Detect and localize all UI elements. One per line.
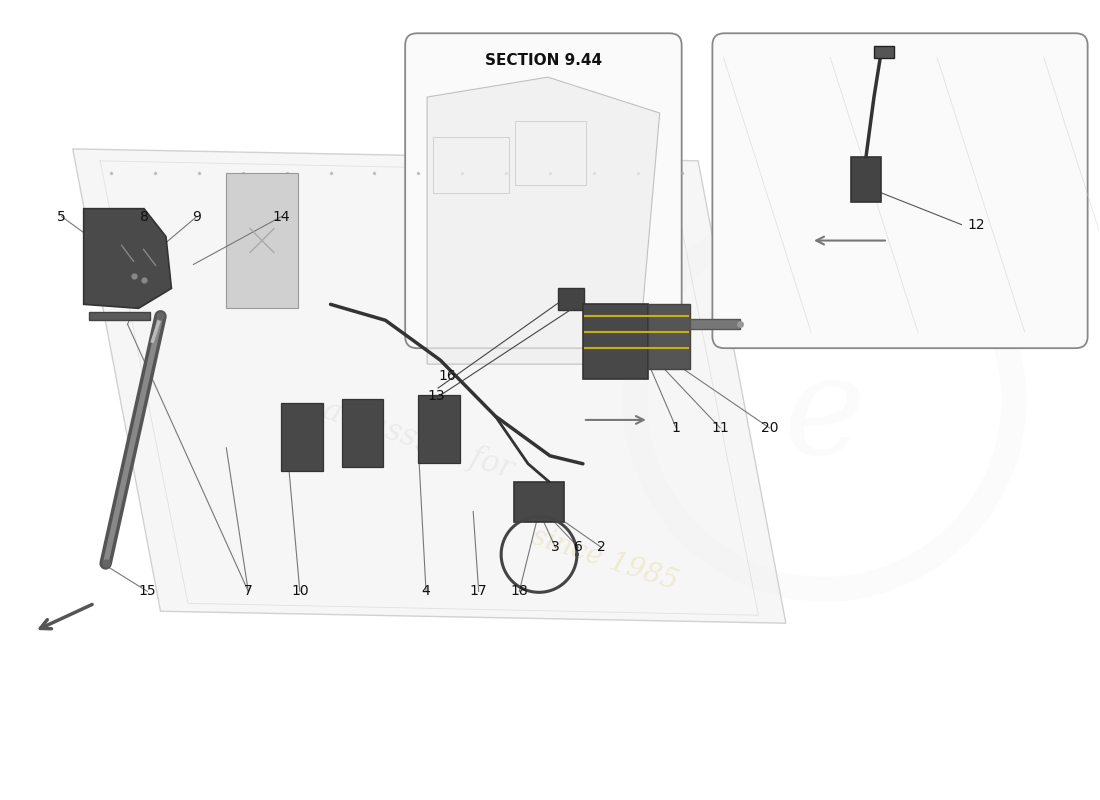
Text: 14: 14 bbox=[273, 210, 290, 224]
Text: 8: 8 bbox=[140, 210, 148, 224]
Text: 17: 17 bbox=[470, 584, 487, 598]
Bar bbox=[583, 304, 648, 379]
Polygon shape bbox=[427, 77, 660, 364]
Polygon shape bbox=[73, 149, 785, 623]
Text: 4: 4 bbox=[421, 584, 430, 598]
Bar bbox=[418, 395, 460, 462]
Bar bbox=[874, 46, 894, 58]
Text: 13: 13 bbox=[427, 389, 444, 403]
Text: 2: 2 bbox=[597, 541, 606, 554]
Text: 11: 11 bbox=[712, 421, 729, 435]
Text: 5: 5 bbox=[57, 210, 66, 224]
Bar bbox=[514, 482, 564, 522]
Text: e: e bbox=[783, 349, 866, 483]
Bar bbox=[227, 173, 298, 308]
Bar bbox=[648, 304, 690, 369]
Text: 7: 7 bbox=[244, 584, 253, 598]
FancyBboxPatch shape bbox=[713, 34, 1088, 348]
Text: 3: 3 bbox=[551, 541, 560, 554]
Text: 9: 9 bbox=[192, 210, 201, 224]
Text: 15: 15 bbox=[139, 584, 156, 598]
Polygon shape bbox=[84, 209, 172, 308]
Text: 18: 18 bbox=[510, 584, 528, 598]
Bar bbox=[690, 319, 739, 330]
Bar bbox=[89, 312, 150, 320]
Bar bbox=[432, 137, 509, 193]
Bar bbox=[341, 399, 384, 466]
Text: SECTION 9.44: SECTION 9.44 bbox=[485, 54, 602, 68]
Text: 12: 12 bbox=[967, 218, 984, 232]
FancyBboxPatch shape bbox=[405, 34, 682, 348]
Bar bbox=[515, 121, 586, 185]
Text: 1: 1 bbox=[672, 421, 681, 435]
Text: 16: 16 bbox=[438, 369, 455, 383]
Text: 6: 6 bbox=[574, 541, 583, 554]
Text: a passion for: a passion for bbox=[319, 394, 517, 486]
Bar bbox=[851, 157, 881, 202]
Text: 10: 10 bbox=[292, 584, 309, 598]
Text: since 1985: since 1985 bbox=[528, 523, 681, 596]
Text: 20: 20 bbox=[761, 421, 778, 435]
Bar bbox=[558, 288, 584, 310]
Bar bbox=[282, 403, 323, 470]
